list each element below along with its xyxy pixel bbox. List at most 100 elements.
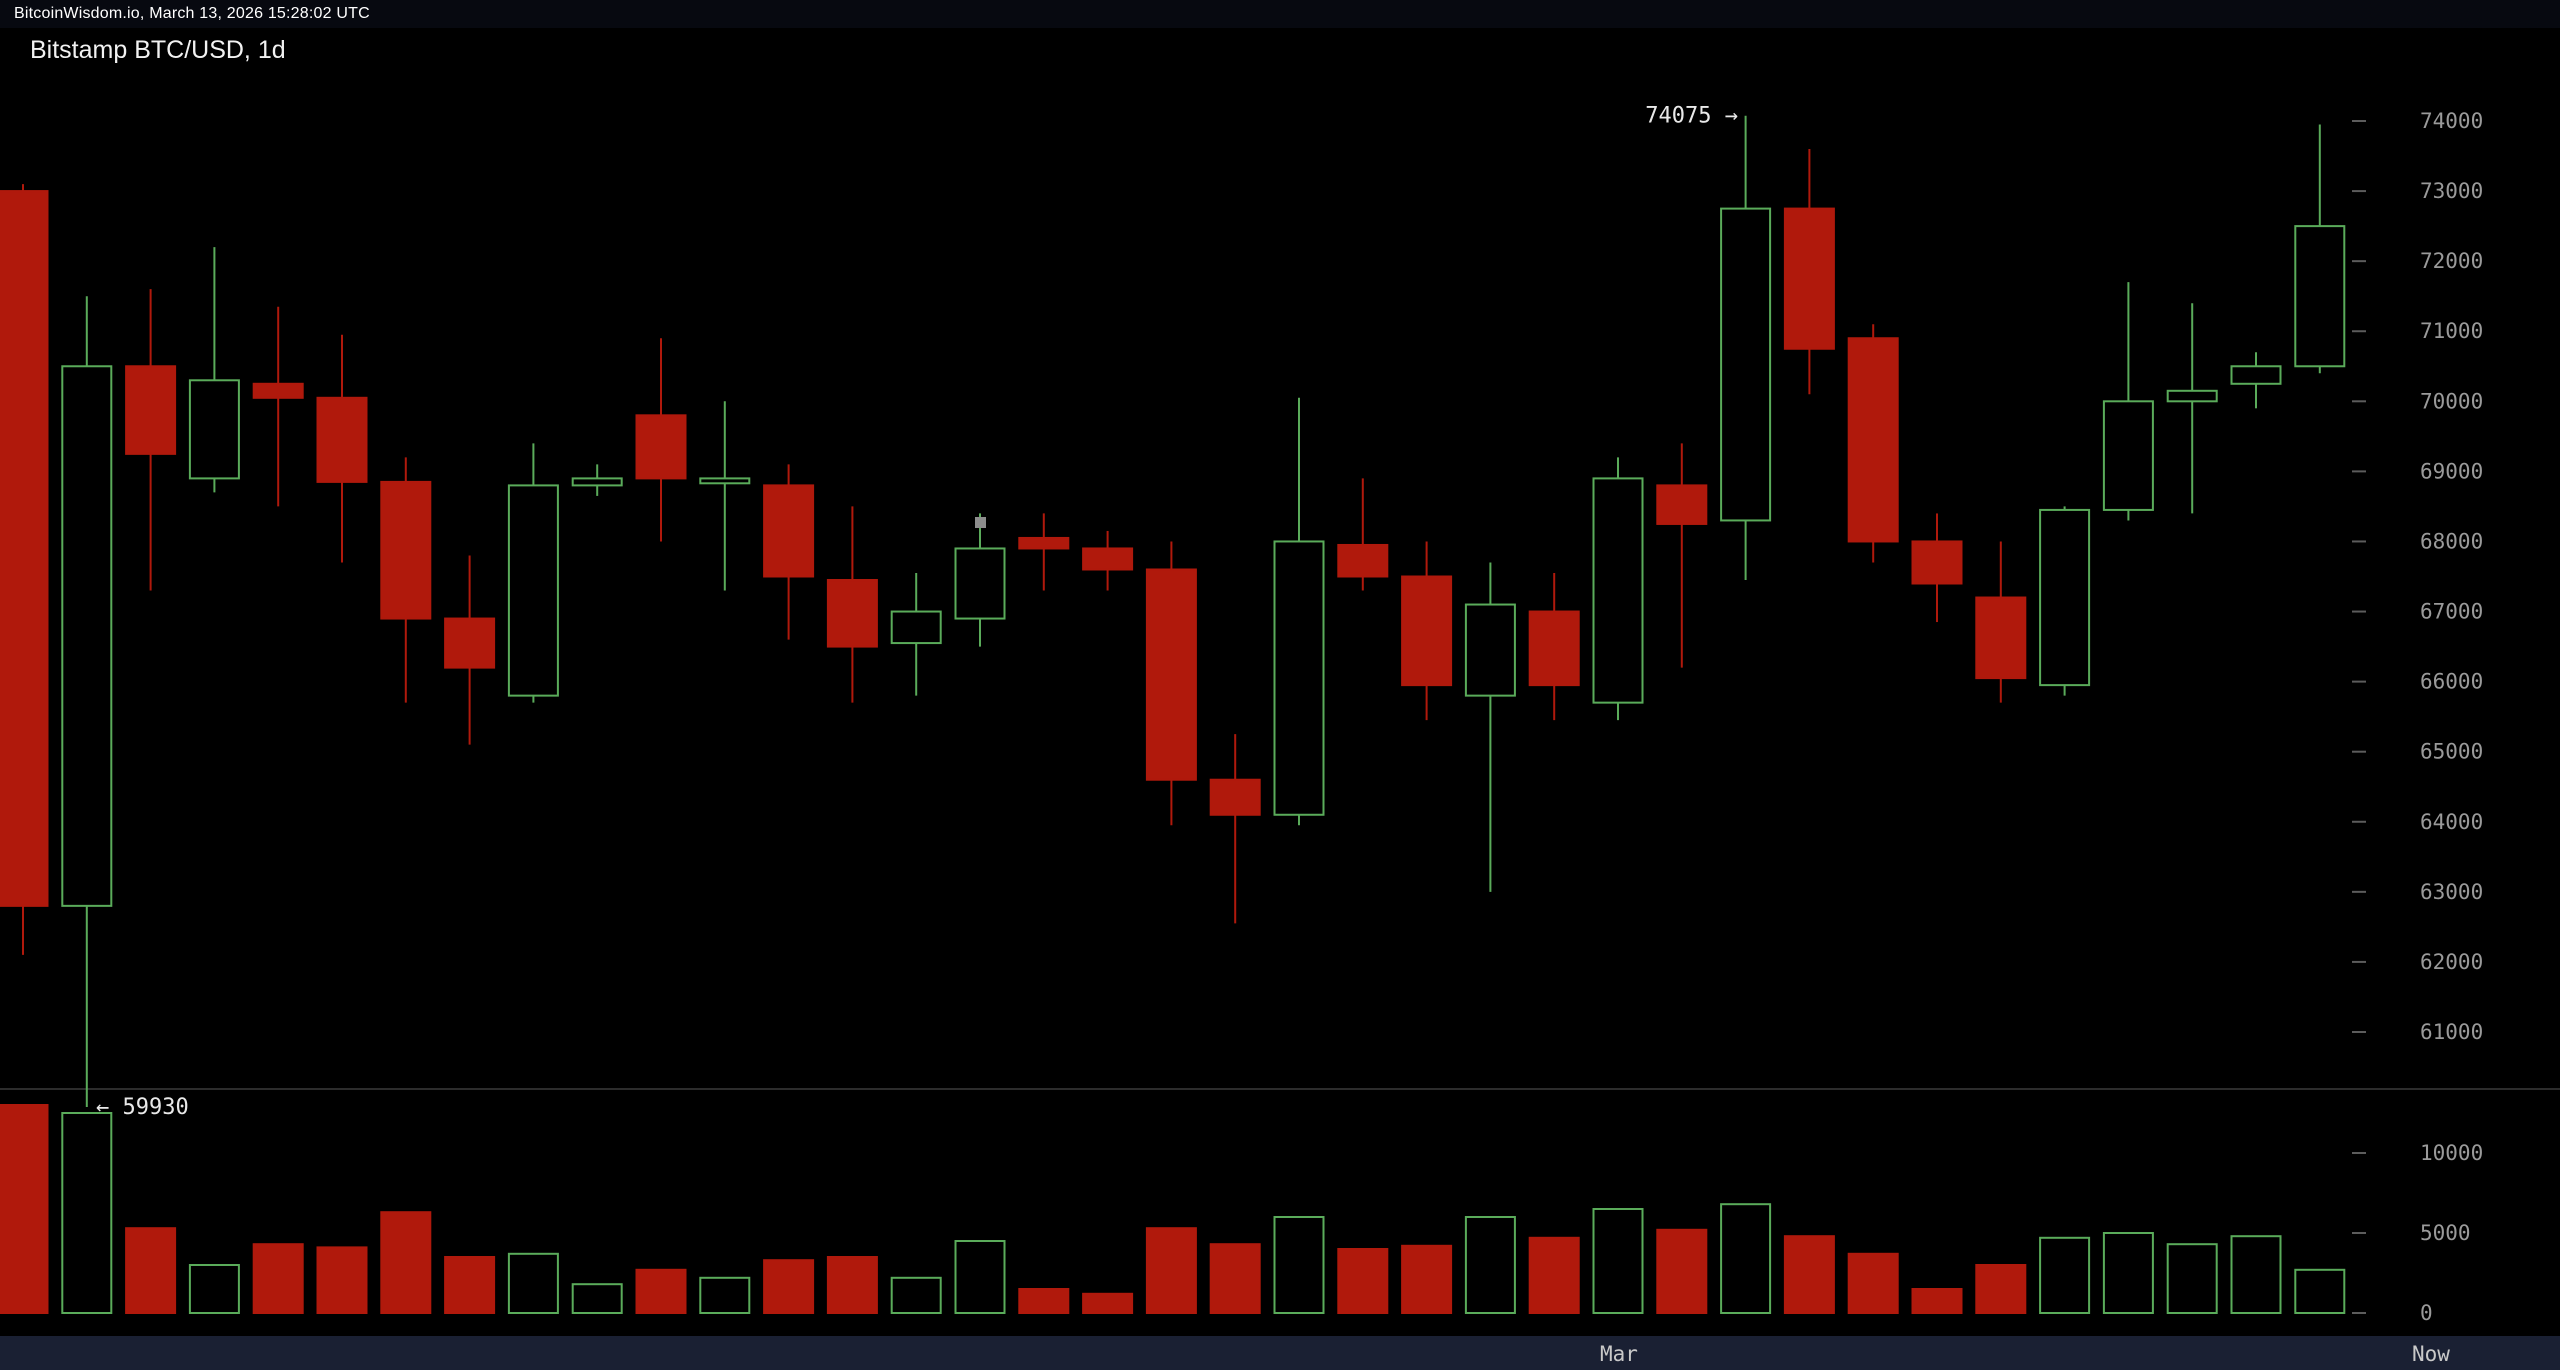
candle-body	[507, 484, 559, 697]
volume-bar	[61, 1112, 113, 1314]
volume-bar	[1018, 1288, 1070, 1314]
candle-body	[1145, 568, 1197, 781]
volume-bar	[2294, 1268, 2346, 1315]
volume-bar	[1337, 1248, 1389, 1314]
price-axis-label: 68000	[2420, 529, 2483, 553]
volume-bar	[0, 1104, 49, 1314]
candle-body	[1847, 337, 1899, 543]
volume-bar	[1464, 1216, 1516, 1314]
candle-body	[1209, 778, 1261, 816]
volume-axis-label: 5000	[2420, 1221, 2471, 1245]
chart-title: Bitstamp BTC/USD, 1d	[30, 36, 286, 64]
volume-bar	[188, 1264, 240, 1314]
candle-body	[2294, 225, 2346, 368]
volume-bar	[1592, 1208, 1644, 1314]
candle-body	[1082, 547, 1134, 571]
candle-body	[1528, 610, 1580, 687]
volume-bar	[1209, 1243, 1261, 1314]
candle-body	[763, 484, 815, 578]
volume-bar	[763, 1259, 815, 1314]
price-axis-label: 67000	[2420, 600, 2483, 624]
volume-bar	[507, 1252, 559, 1315]
volume-bar	[2039, 1236, 2091, 1315]
low-price-annotation: ← 59930	[96, 1095, 189, 1120]
candle-body	[635, 414, 687, 480]
price-axis-label: 61000	[2420, 1020, 2483, 1044]
volume-bar	[826, 1256, 878, 1314]
volume-bar	[1528, 1236, 1580, 1315]
volume-bar	[1720, 1203, 1772, 1314]
volume-bar	[954, 1240, 1006, 1314]
volume-bar	[316, 1246, 368, 1315]
price-axis-label: 62000	[2420, 950, 2483, 974]
time-axis-bar: Mar Now	[0, 1336, 2560, 1370]
volume-bar	[699, 1276, 751, 1315]
volume-bar	[635, 1268, 687, 1315]
volume-bar	[1911, 1288, 1963, 1314]
volume-bar	[2230, 1235, 2282, 1314]
price-axis-label: 66000	[2420, 670, 2483, 694]
time-axis-label-mar: Mar	[1600, 1342, 1638, 1366]
candle-body	[571, 477, 623, 487]
candle-body	[1783, 207, 1835, 350]
candle-body	[1911, 540, 1963, 585]
price-axis-label: 65000	[2420, 740, 2483, 764]
candle-body	[2039, 508, 2091, 687]
volume-bar	[1273, 1216, 1325, 1314]
price-axis-label: 74000	[2420, 109, 2483, 133]
price-axis-label: 69000	[2420, 459, 2483, 483]
candle-body	[699, 477, 751, 485]
volume-bar	[1145, 1227, 1197, 1314]
candle-body	[1401, 575, 1453, 687]
status-bar-text: BitcoinWisdom.io, March 13, 2026 15:28:0…	[14, 5, 370, 22]
candle-body	[1273, 540, 1325, 816]
price-axis-label: 64000	[2420, 810, 2483, 834]
candle-body	[2230, 365, 2282, 385]
candle-body	[61, 365, 113, 907]
time-axis-label-now: Now	[2412, 1342, 2450, 1366]
volume-bar	[1975, 1264, 2027, 1314]
candle-body	[1720, 207, 1772, 522]
volume-bar	[1656, 1228, 1708, 1315]
candle-body	[252, 382, 304, 399]
candle-body	[890, 610, 942, 645]
candle-body	[316, 396, 368, 483]
price-axis-label: 73000	[2420, 179, 2483, 203]
candle-body	[1337, 543, 1389, 578]
candle-body	[188, 379, 240, 480]
price-axis-label: 63000	[2420, 880, 2483, 904]
volume-bar	[444, 1256, 496, 1314]
volume-bar	[2166, 1243, 2218, 1314]
volume-axis-label: 10000	[2420, 1141, 2483, 1165]
volume-bar	[1783, 1235, 1835, 1314]
volume-bar	[380, 1211, 432, 1314]
volume-bar	[125, 1227, 177, 1314]
price-axis-label: 70000	[2420, 389, 2483, 413]
candle-body	[380, 480, 432, 620]
volume-bar	[1082, 1292, 1134, 1315]
volume-bar	[890, 1276, 942, 1315]
candle-body	[0, 190, 49, 907]
price-axis-label: 71000	[2420, 319, 2483, 343]
volume-axis-label: 0	[2420, 1301, 2433, 1325]
volume-bar	[1847, 1252, 1899, 1315]
candle-body	[954, 547, 1006, 620]
candle-body	[1464, 603, 1516, 697]
candle-body	[2166, 389, 2218, 403]
candle-body	[1975, 596, 2027, 680]
candle-body	[2102, 400, 2154, 511]
volume-bar	[1401, 1244, 1453, 1315]
candle-body	[444, 617, 496, 669]
candle-body	[125, 365, 177, 455]
candle-body	[1592, 477, 1644, 704]
mouse-cursor	[975, 517, 986, 528]
price-axis-label: 72000	[2420, 249, 2483, 273]
candle-body	[1656, 484, 1708, 525]
candle-body	[826, 579, 878, 648]
status-bar: BitcoinWisdom.io, March 13, 2026 15:28:0…	[0, 0, 2560, 28]
volume-bar	[2102, 1232, 2154, 1314]
volume-bar	[571, 1283, 623, 1314]
high-price-annotation: 74075 →	[1645, 104, 1738, 129]
